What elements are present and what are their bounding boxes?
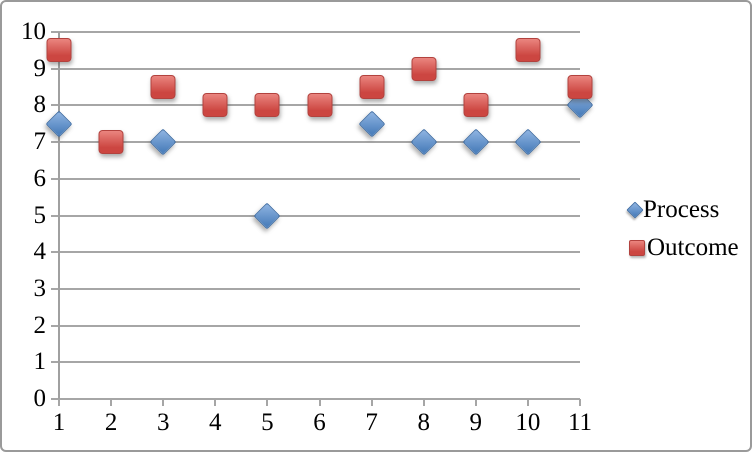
data-point-outcome xyxy=(515,38,541,63)
x-tick-label: 11 xyxy=(567,409,593,436)
y-tick-label: 2 xyxy=(33,311,47,339)
x-tick-label: 7 xyxy=(365,409,378,436)
square-icon xyxy=(629,240,645,256)
data-point-outcome xyxy=(411,56,437,81)
y-axis-tick xyxy=(51,104,60,107)
x-axis-tick xyxy=(474,399,477,406)
y-tick-label: 3 xyxy=(33,274,47,302)
gridline xyxy=(59,287,580,290)
data-point-outcome xyxy=(202,93,228,118)
legend-item-process: Process xyxy=(626,196,739,224)
legend: Process Outcome xyxy=(626,196,739,272)
data-point-outcome xyxy=(359,75,385,100)
y-axis-tick xyxy=(51,287,60,290)
x-tick-label: 1 xyxy=(52,409,66,436)
data-point-outcome xyxy=(567,75,593,100)
data-point-outcome xyxy=(98,130,124,155)
data-point-process xyxy=(45,110,73,138)
y-axis-line xyxy=(58,32,60,406)
plot-area xyxy=(45,31,594,406)
y-axis-tick xyxy=(51,324,60,327)
y-axis-tick xyxy=(51,141,60,144)
legend-item-outcome: Outcome xyxy=(629,234,739,262)
gridline xyxy=(59,324,580,327)
data-point-process xyxy=(358,110,386,138)
x-axis-tick xyxy=(110,399,113,406)
gridline xyxy=(59,251,580,254)
x-tick-label: 5 xyxy=(261,409,274,436)
gridline xyxy=(59,31,580,33)
data-point-outcome xyxy=(254,93,280,118)
y-tick-label: 8 xyxy=(33,91,47,119)
x-tick-label: 10 xyxy=(515,409,541,436)
x-axis-tick xyxy=(58,399,60,406)
gridline xyxy=(59,361,580,364)
y-tick-label: 5 xyxy=(33,201,47,229)
legend-label: Process xyxy=(643,196,720,223)
legend-label: Outcome xyxy=(647,234,739,261)
data-point-outcome xyxy=(307,93,332,118)
x-tick-label: 8 xyxy=(417,409,430,436)
gridline xyxy=(59,214,580,217)
y-tick-label: 4 xyxy=(33,238,47,266)
diamond-icon xyxy=(626,201,644,219)
x-axis-tick xyxy=(214,399,217,406)
x-axis-tick xyxy=(579,399,581,406)
gridline xyxy=(59,141,580,144)
y-axis-tick xyxy=(51,177,60,180)
y-tick-label: 10 xyxy=(21,18,46,45)
data-point-process xyxy=(514,128,542,156)
data-point-process xyxy=(149,128,177,156)
gridline xyxy=(59,177,580,180)
x-tick-label: 2 xyxy=(104,409,118,436)
data-point-outcome xyxy=(150,75,176,100)
x-axis-tick xyxy=(318,399,321,406)
y-axis-tick xyxy=(51,361,60,364)
y-axis-tick xyxy=(51,398,60,400)
data-point-outcome xyxy=(46,38,72,63)
x-axis-tick xyxy=(422,399,425,406)
y-axis-tick xyxy=(51,67,60,70)
y-axis-tick xyxy=(51,214,60,217)
y-tick-label: 7 xyxy=(33,128,47,156)
x-axis-tick xyxy=(266,399,269,406)
data-point-process xyxy=(462,128,490,156)
y-axis-tick xyxy=(51,251,60,254)
x-tick-label: 6 xyxy=(313,409,326,436)
data-point-process xyxy=(410,128,438,156)
y-axis-tick xyxy=(51,31,60,33)
y-tick-label: 1 xyxy=(33,348,47,376)
data-point-outcome xyxy=(463,93,489,118)
y-tick-label: 0 xyxy=(33,385,47,412)
gridline xyxy=(59,67,580,70)
x-tick-label: 4 xyxy=(209,409,222,436)
x-axis-tick xyxy=(526,399,529,406)
y-tick-label: 9 xyxy=(33,54,47,82)
x-tick-label: 9 xyxy=(469,409,483,436)
x-axis-tick xyxy=(162,399,165,406)
y-tick-label: 6 xyxy=(33,164,47,192)
data-point-process xyxy=(253,202,281,229)
x-axis-tick xyxy=(370,399,373,406)
x-tick-label: 3 xyxy=(156,409,170,436)
